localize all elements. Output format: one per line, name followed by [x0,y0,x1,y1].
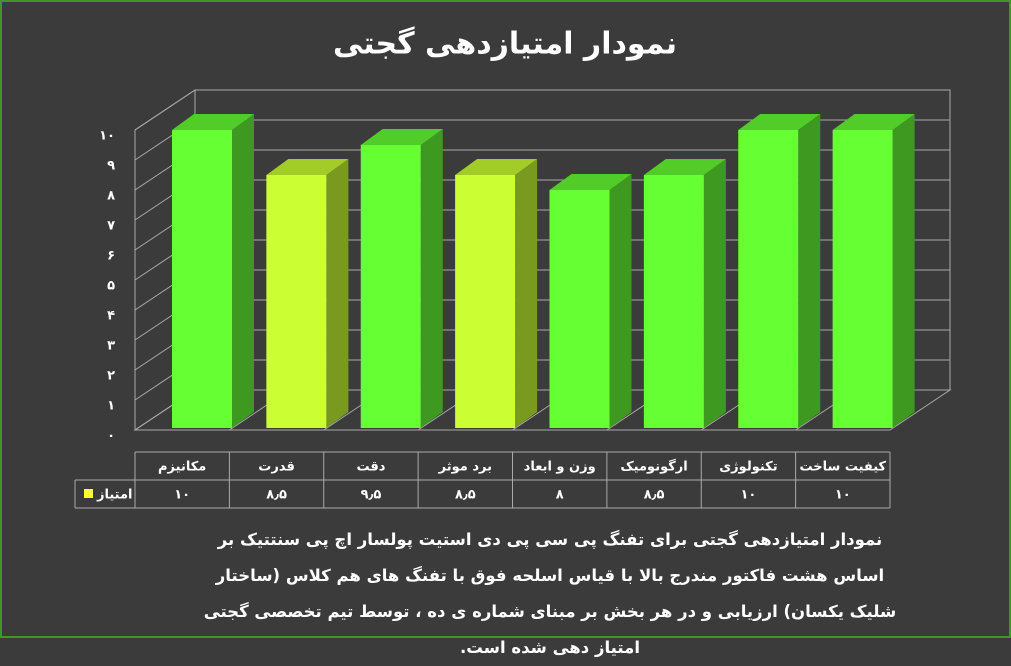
y-tick-label: ۲ [107,369,115,384]
grid-line [134,299,950,341]
y-tick-label: ۶ [107,249,115,264]
grid-line [134,119,950,161]
bar-top [643,159,726,175]
bar-top [549,174,632,190]
table-value: ۹٫۵ [361,488,382,503]
y-tick-label: ۳ [107,339,115,354]
x-tick-label: کیفیت ساخت [800,460,887,475]
x-tick-label: ارگونومیک [620,459,687,475]
bar [832,130,893,428]
y-tick-label: ۷ [107,219,115,234]
y-tick-label: ۰ [107,429,115,444]
bar-top [172,114,254,130]
bar-top [360,129,443,145]
bar-top [738,114,821,130]
bar [738,130,799,428]
table-value: ۱۰ [741,488,757,503]
bar-top [455,159,538,175]
bar [455,175,516,428]
bar [360,145,421,428]
grid-line [134,329,950,371]
bar-side [609,174,632,428]
bar [172,130,232,428]
chart: نمودار امتیازدهی گجتی ۰ ۱ ۲ ۳ ۴ ۵ ۶ ۷ ۸ ۹ ۱۰ مکانیز… [0,0,1011,638]
bar-top [266,159,349,175]
y-tick-label: ۵ [107,279,115,294]
legend-label: امتیاز [96,488,132,503]
y-tick-label: ۱ [107,399,115,414]
caption: نمودار امتیازدهی گجتی برای تفنگ پی سی پی… [203,530,897,657]
frame [0,0,1011,638]
x-tick-label: برد موثر [438,460,492,475]
table-value: ۸ [556,488,564,503]
table-value: ۸٫۵ [644,488,665,503]
y-tick-label: ۱۰ [99,129,115,144]
grid-line [134,209,950,251]
bar-side [326,159,349,428]
x-tick-label: قدرت [258,460,295,475]
x-tick-label: وزن و ابعاد [524,460,596,475]
grid-line [134,269,950,311]
bar [549,190,610,428]
y-tick-label: ۴ [107,309,115,324]
y-tick-label: ۸ [107,189,115,204]
x-tick-label: تکنولوژی [719,460,777,475]
grid-line [134,179,950,221]
grid-line [134,359,950,401]
bar-side [420,129,443,428]
bar-side [515,159,538,428]
bar [643,175,704,428]
bar-side [232,114,254,428]
x-tick-label: دقت [356,460,385,475]
table-value: ۱۰ [174,488,190,503]
bar-top [832,114,915,130]
bar-side [798,114,821,428]
legend-key [84,489,93,498]
grid-line [134,239,950,281]
x-tick-label: مکانیزم [158,460,206,475]
bar [266,175,327,428]
bar-side [703,159,726,428]
table-value: ۱۰ [835,488,851,503]
grid-line [134,89,950,131]
bar-side [892,114,915,428]
table-value: ۸٫۵ [266,488,287,503]
table-value: ۸٫۵ [455,488,476,503]
grid-line [134,149,950,191]
chart-title: نمودار امتیازدهی گجتی [333,26,677,62]
y-tick-label: ۹ [107,159,115,174]
